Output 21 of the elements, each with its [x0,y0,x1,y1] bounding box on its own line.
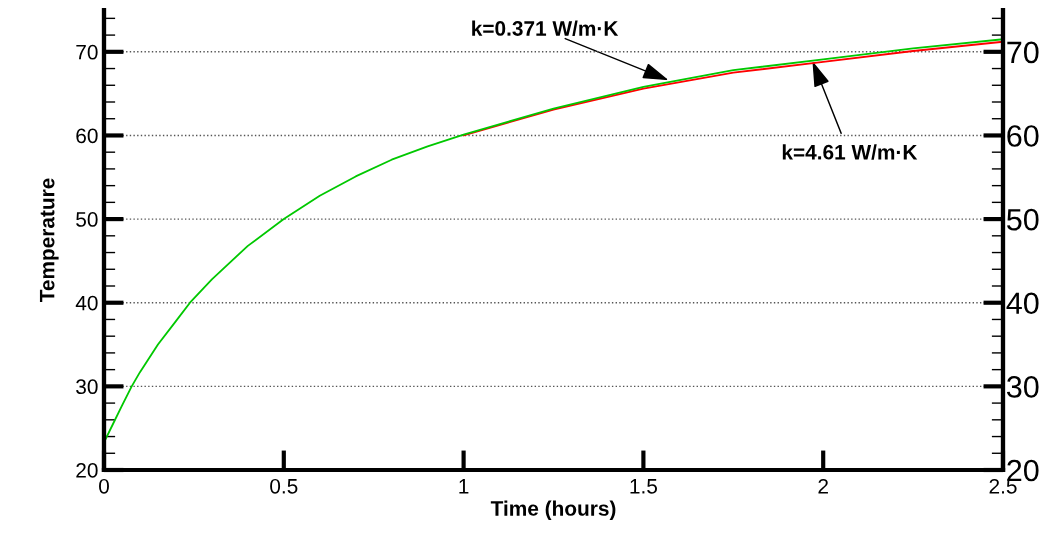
y-axis-title: Temperature [39,178,59,303]
y2-tick-label: 60 [1007,125,1039,147]
annotation: k=0.371 W/m·K [472,20,619,37]
x-axis-title: Time (hours) [490,500,616,520]
y-tick-label: 30 [76,379,98,395]
x-tick-label: 0 [99,478,109,494]
y-tick-label: 20 [76,463,98,478]
y2-tick-label: 50 [1007,208,1039,231]
y-tick-label: 50 [76,212,98,227]
x-tick-label: 1.5 [630,479,658,494]
x-tick-label: 1 [459,479,469,494]
y-tick-label: 70 [76,44,98,60]
y2-tick-label: 70 [1007,41,1039,64]
x-tick-label: 0.5 [270,478,298,494]
y2-tick-label: 40 [1006,292,1039,315]
y-tick-label: 40 [75,295,98,311]
y-tick-label: 60 [76,128,98,144]
line-series [462,40,1003,137]
annotation: k=4.61 W/m·K [782,144,918,160]
y2-tick-label: 30 [1006,376,1039,398]
x-tick-label: 2 [818,478,828,494]
